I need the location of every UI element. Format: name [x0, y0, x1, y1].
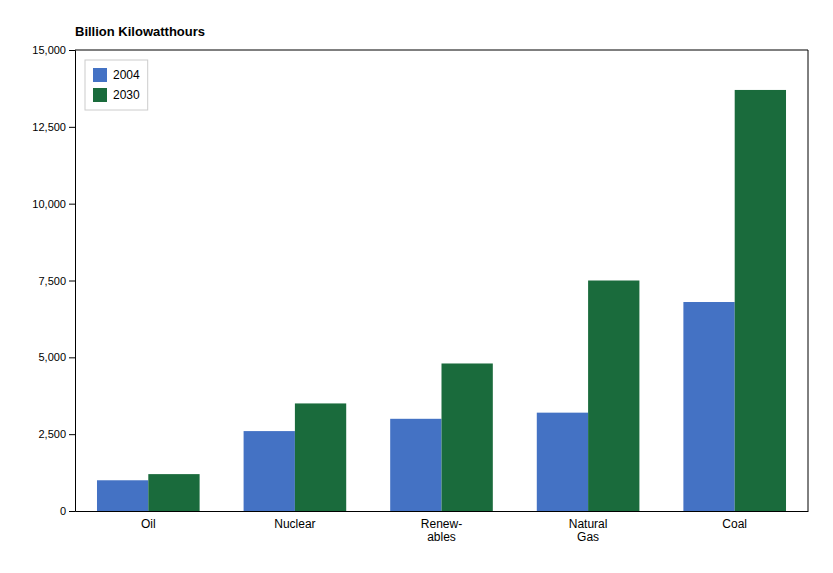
bar-series [148, 90, 786, 511]
bar [588, 281, 639, 512]
bar [735, 90, 786, 511]
y-tick-label: 12,500 [32, 121, 66, 133]
y-axis: 0 2,500 5,000 7,500 10,000 12,500 15,000 [32, 44, 75, 517]
y-tick-label: 2,500 [38, 428, 66, 440]
legend-label: 2030 [113, 88, 140, 102]
x-tick-label: Renew-ables [421, 517, 462, 545]
y-tick: 0 [60, 505, 75, 517]
x-tick-label-line: Oil [141, 517, 156, 531]
bar [295, 403, 346, 511]
legend-item: 2004 [93, 68, 140, 82]
y-tick: 15,000 [32, 44, 75, 56]
y-tick-label: 7,500 [38, 275, 66, 287]
chart-container: 0 2,500 5,000 7,500 10,000 12,500 15,000 Oil Nuc… [0, 0, 833, 573]
chart-svg: 0 2,500 5,000 7,500 10,000 12,500 15,000 Oil Nuc… [0, 0, 833, 573]
y-tick-label: 5,000 [38, 351, 66, 363]
x-tick-label: Nuclear [274, 517, 315, 531]
bar [97, 480, 148, 511]
bar [442, 363, 493, 511]
plot: 0 2,500 5,000 7,500 10,000 12,500 15,000 Oil Nuc… [32, 44, 808, 544]
x-tick-label-line: Gas [577, 530, 599, 544]
y-tick-mark [69, 281, 75, 282]
y-tick-mark [69, 50, 75, 51]
legend-label: 2004 [113, 68, 140, 82]
x-tick-label-line: Renew- [421, 517, 462, 531]
y-tick-label: 10,000 [32, 198, 66, 210]
legend: 2004 2030 [85, 60, 148, 110]
bar [244, 431, 295, 511]
x-tick: Nuclear [274, 517, 315, 531]
y-tick-mark [69, 511, 75, 512]
x-tick: Coal [722, 517, 747, 531]
x-tick: NaturalGas [569, 517, 608, 545]
y-tick-label: 0 [60, 505, 66, 517]
y-tick-mark [69, 434, 75, 435]
axis-domain [76, 511, 809, 512]
y-tick: 7,500 [38, 275, 75, 287]
y-tick-mark [69, 357, 75, 358]
y-tick: 12,500 [32, 121, 75, 133]
bars [97, 90, 786, 511]
y-tick: 2,500 [38, 428, 75, 440]
y-tick-mark [69, 127, 75, 128]
y-tick-mark [69, 204, 75, 205]
y-axis-title: Billion Kilowatthours [75, 24, 205, 39]
frame [75, 50, 808, 51]
legend-background [85, 60, 148, 110]
y-tick: 10,000 [32, 198, 75, 210]
axis-domain [69, 51, 76, 512]
legend-swatch [93, 88, 107, 102]
x-tick: Renew-ables [421, 517, 462, 545]
y-tick: 5,000 [38, 351, 75, 363]
x-tick-label: Oil [141, 517, 156, 531]
x-axis: Oil Nuclear Renew-ables NaturalGas Coal [76, 512, 809, 545]
x-tick-label-line: Natural [569, 517, 608, 531]
x-tick-label: Coal [722, 517, 747, 531]
legend-swatch [93, 68, 107, 82]
x-tick-label-line: ables [427, 530, 456, 544]
y-tick-label: 15,000 [32, 44, 66, 56]
bar [537, 413, 588, 511]
x-tick-label-line: Nuclear [274, 517, 315, 531]
bar [148, 474, 199, 511]
x-tick-label-line: Coal [722, 517, 747, 531]
bar [390, 419, 441, 511]
frame [808, 50, 809, 511]
legend-item: 2030 [93, 88, 140, 102]
x-tick: Oil [141, 517, 156, 531]
x-tick-label: NaturalGas [569, 517, 608, 545]
bar [683, 302, 734, 511]
